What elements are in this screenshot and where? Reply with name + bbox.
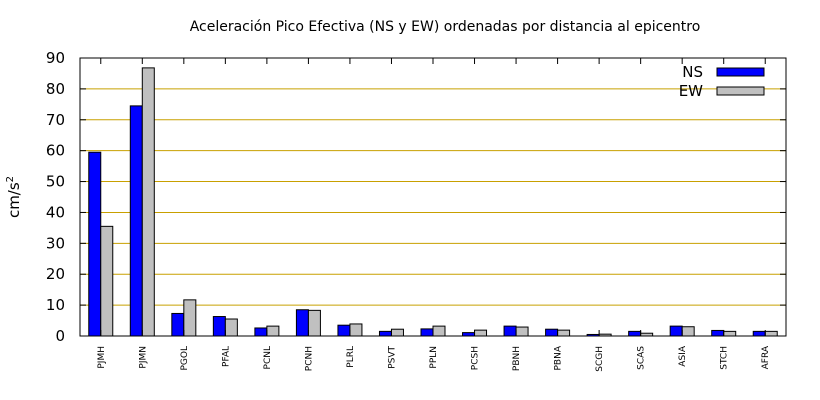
x-category-label: PJMH	[97, 346, 107, 369]
y-tick-label: 50	[46, 173, 65, 191]
x-category-label: STCH	[720, 346, 730, 370]
grid-lines	[80, 88, 786, 306]
bar-ew	[224, 318, 238, 337]
x-category-label: PFAL	[221, 346, 231, 367]
y-tick-label: 30	[46, 234, 65, 252]
bar-ns	[545, 328, 559, 337]
x-category-label: PJMN	[138, 346, 148, 369]
bar-ns	[337, 324, 351, 337]
x-category-label: PCNL	[263, 346, 273, 369]
bar-ew	[432, 325, 446, 337]
y-axis-label: cm/s2	[5, 176, 23, 218]
x-axis-categories: PJMH PJMN PGOL PFAL PCNL PCNH PLRL PSVT PPLN PCSH…	[97, 58, 771, 372]
bar-ew	[474, 329, 488, 337]
bars	[88, 67, 778, 337]
bar-ns	[462, 332, 476, 337]
x-category-label: AFRA	[761, 345, 771, 369]
y-tick-label: 90	[46, 49, 65, 67]
legend-swatch-ns	[716, 67, 765, 77]
bar-ew	[307, 309, 321, 337]
bar-ew	[100, 225, 114, 337]
x-category-label: PCSH	[471, 346, 481, 370]
y-tick-label: 60	[46, 142, 65, 160]
y-tick-label: 70	[46, 111, 65, 129]
y-tick-label: 20	[46, 265, 65, 283]
y-tick-label: 0	[55, 327, 65, 345]
bar-ns	[88, 151, 102, 337]
y-tick-label: 80	[46, 80, 65, 98]
bar-ns	[378, 330, 392, 337]
x-category-label: PSVT	[387, 346, 397, 369]
bar-ew	[183, 299, 197, 337]
bar-ns	[295, 309, 309, 337]
bar-ns	[420, 328, 434, 337]
bar-ns	[503, 325, 517, 337]
chart-title: Aceleración Pico Efectiva (NS y EW) orde…	[190, 19, 701, 35]
x-category-label: PPLN	[429, 346, 439, 369]
bar-ns	[129, 105, 143, 337]
bar-ew	[515, 326, 529, 337]
bar-ew	[266, 325, 280, 337]
bar-ns	[254, 327, 268, 337]
bar-ns	[171, 312, 185, 337]
x-category-label: PBNH	[512, 346, 522, 371]
bar-ew	[557, 329, 571, 337]
legend-swatch-ew	[716, 86, 765, 96]
bar-ns	[752, 330, 766, 337]
y-axis-label-sup: 2	[5, 176, 16, 182]
bar-ns	[212, 316, 226, 337]
x-category-label: SCGH	[595, 346, 605, 372]
y-axis-ticks: 0 10 20 30 40 50 60 70 80 90	[46, 49, 786, 345]
bar-ew	[349, 323, 363, 337]
x-category-label: PCNH	[304, 346, 314, 371]
bar-ew	[141, 67, 155, 337]
x-category-label: ASIA	[678, 345, 688, 367]
bar-ns	[628, 330, 642, 337]
y-tick-label: 10	[46, 296, 65, 314]
bar-ns	[711, 329, 725, 337]
bar-ew	[681, 326, 695, 337]
x-category-label: PBNA	[554, 345, 564, 370]
bar-ns	[669, 325, 683, 337]
legend-label-ns: NS	[682, 63, 703, 81]
legend-label-ew: EW	[679, 82, 703, 100]
y-tick-label: 40	[46, 203, 65, 221]
x-category-label: SCAS	[637, 346, 647, 370]
x-category-label: PLRL	[346, 346, 356, 368]
y-axis-label-text: cm/s	[5, 182, 23, 218]
bar-ew	[723, 330, 737, 337]
bar-ew	[390, 328, 404, 337]
x-category-label: PGOL	[180, 346, 190, 371]
bar-ew	[764, 330, 778, 337]
